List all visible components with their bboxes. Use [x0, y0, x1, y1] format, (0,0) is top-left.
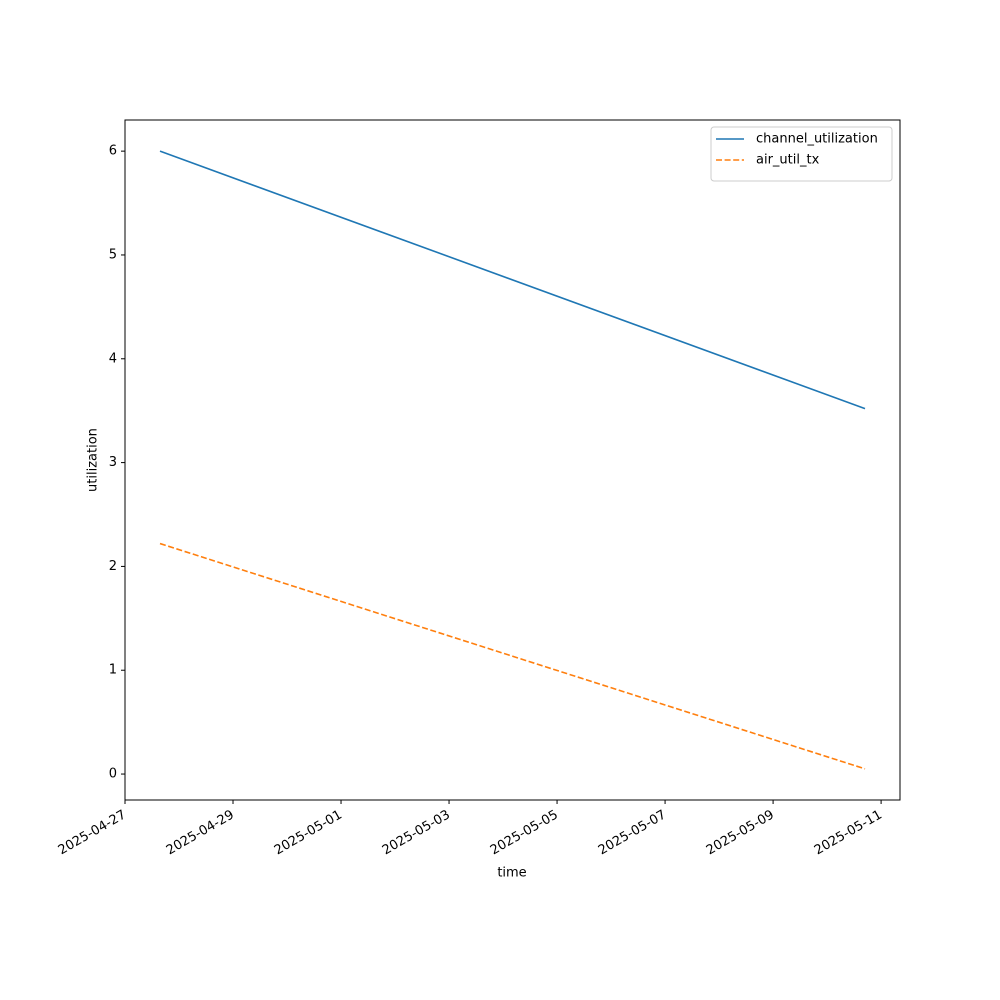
x-axis-label: time — [497, 866, 526, 881]
y-tick-label: 6 — [109, 144, 117, 159]
y-tick-label: 4 — [109, 351, 117, 366]
x-tick-label: 2025-04-27 — [56, 808, 129, 859]
x-tick-label: 2025-05-07 — [596, 808, 669, 859]
y-tick-label: 2 — [109, 559, 117, 574]
x-tick-label: 2025-05-09 — [704, 808, 777, 859]
y-tick-label: 5 — [109, 247, 117, 262]
x-tick-label: 2025-05-01 — [272, 808, 345, 859]
y-axis-label: utilization — [86, 428, 101, 492]
x-tick-label: 2025-04-29 — [164, 808, 237, 859]
x-tick-label: 2025-05-03 — [380, 808, 453, 859]
y-tick-label: 0 — [109, 767, 117, 782]
x-tick-label: 2025-05-05 — [488, 808, 561, 859]
series-line — [159, 542, 866, 770]
legend-label: air_util_tx — [756, 153, 820, 168]
legend-box — [710, 126, 893, 182]
x-tick-label: 2025-05-11 — [812, 808, 885, 859]
y-tick-label: 3 — [109, 455, 117, 470]
y-tick-label: 1 — [109, 663, 117, 678]
series-line — [159, 150, 866, 410]
plot-frame — [124, 119, 901, 801]
legend-label: channel_utilization — [756, 132, 878, 147]
